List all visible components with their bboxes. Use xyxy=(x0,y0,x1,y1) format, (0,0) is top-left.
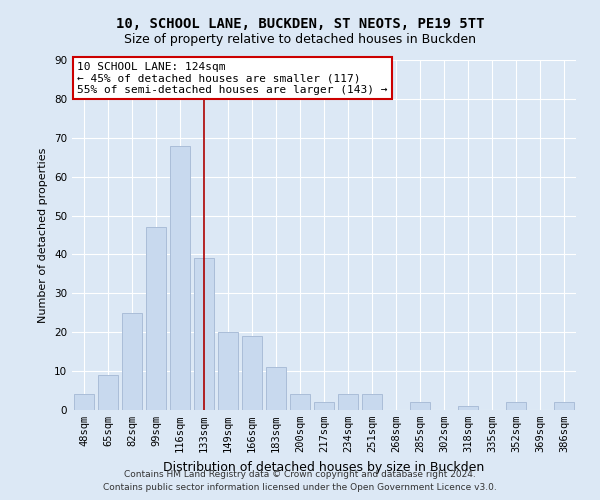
Bar xyxy=(98,375,118,410)
Bar xyxy=(554,402,574,410)
Bar xyxy=(146,227,166,410)
Y-axis label: Number of detached properties: Number of detached properties xyxy=(38,148,49,322)
Bar xyxy=(314,402,334,410)
Bar xyxy=(458,406,478,410)
Bar xyxy=(290,394,310,410)
Text: 10 SCHOOL LANE: 124sqm
← 45% of detached houses are smaller (117)
55% of semi-de: 10 SCHOOL LANE: 124sqm ← 45% of detached… xyxy=(77,62,388,95)
Bar xyxy=(218,332,238,410)
Text: Contains HM Land Registry data © Crown copyright and database right 2024.
Contai: Contains HM Land Registry data © Crown c… xyxy=(103,470,497,492)
Bar xyxy=(194,258,214,410)
Bar xyxy=(170,146,190,410)
Bar xyxy=(242,336,262,410)
Bar xyxy=(122,313,142,410)
Bar xyxy=(410,402,430,410)
Bar xyxy=(506,402,526,410)
Bar xyxy=(266,367,286,410)
Bar xyxy=(74,394,94,410)
Text: Size of property relative to detached houses in Buckden: Size of property relative to detached ho… xyxy=(124,32,476,46)
Bar xyxy=(362,394,382,410)
Text: 10, SCHOOL LANE, BUCKDEN, ST NEOTS, PE19 5TT: 10, SCHOOL LANE, BUCKDEN, ST NEOTS, PE19… xyxy=(116,18,484,32)
X-axis label: Distribution of detached houses by size in Buckden: Distribution of detached houses by size … xyxy=(163,460,485,473)
Bar xyxy=(338,394,358,410)
